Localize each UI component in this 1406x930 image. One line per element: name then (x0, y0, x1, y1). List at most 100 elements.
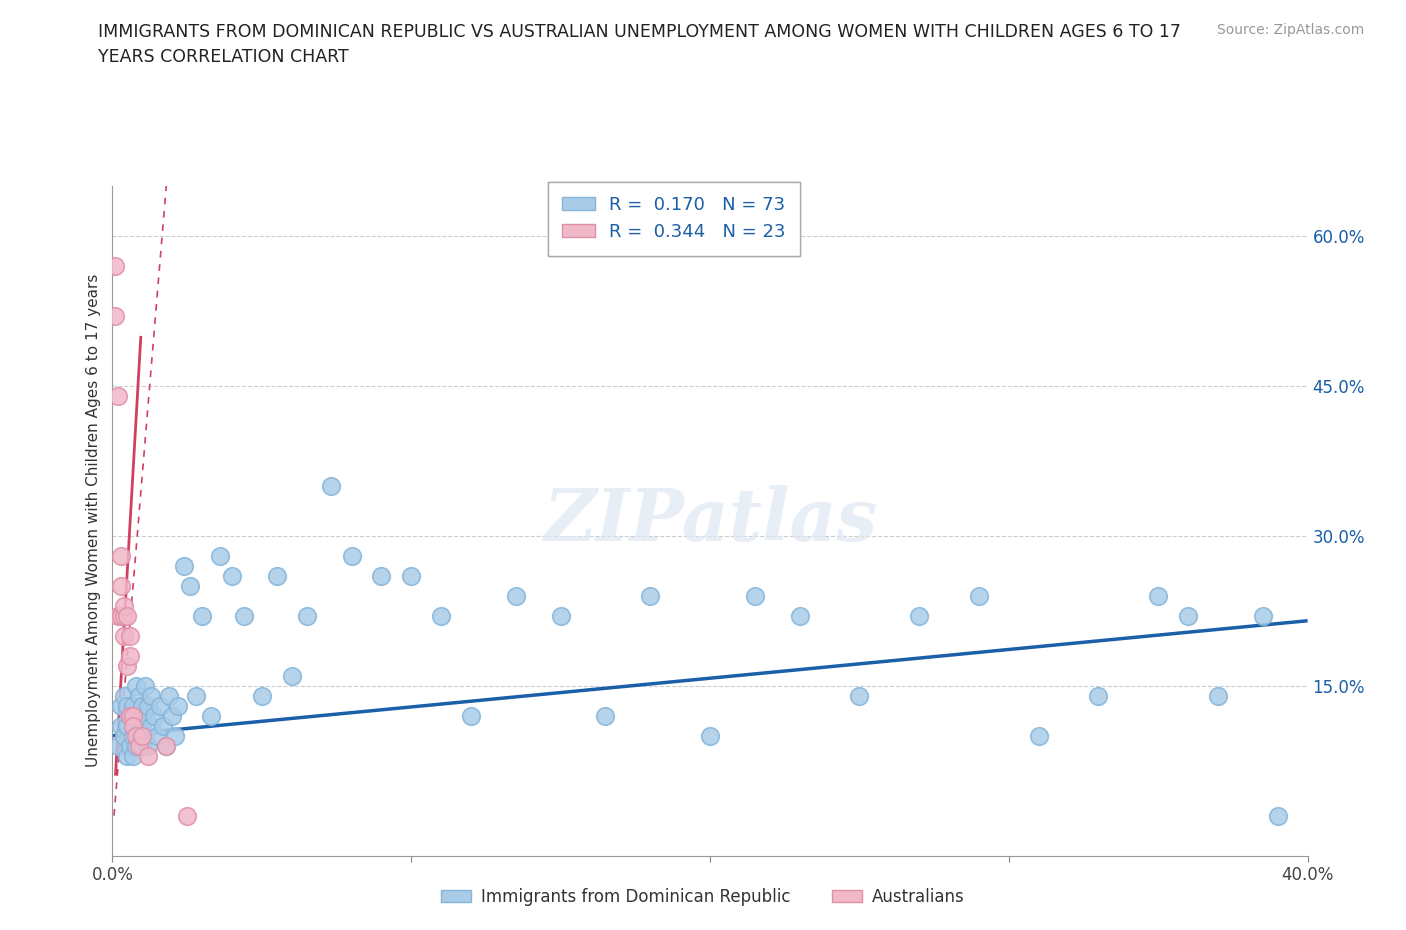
Point (122, 709, 145, 724)
Point (699, 728, 721, 743)
Point (122, 728, 145, 743)
Point (281, 669, 304, 684)
Point (173, 558, 195, 573)
Point (125, 738, 148, 753)
Point (117, 698, 139, 713)
Point (117, 718, 139, 733)
Point (460, 709, 482, 724)
Point (107, 389, 129, 404)
Point (179, 578, 201, 593)
Point (114, 608, 135, 623)
Point (146, 728, 169, 743)
Point (165, 728, 187, 743)
Point (232, 608, 256, 623)
Point (128, 738, 150, 753)
Point (1251, 608, 1274, 623)
Point (908, 608, 931, 623)
Point (120, 648, 142, 663)
Point (104, 309, 127, 324)
Point (550, 608, 572, 623)
Point (134, 709, 156, 724)
Point (134, 728, 156, 743)
Text: Source: ZipAtlas.com: Source: ZipAtlas.com (1216, 23, 1364, 37)
Point (149, 698, 172, 713)
Point (128, 709, 150, 724)
Legend: Immigrants from Dominican Republic, Australians: Immigrants from Dominican Republic, Aust… (434, 881, 972, 912)
Point (1087, 688, 1109, 703)
Point (125, 718, 148, 733)
Point (157, 688, 180, 703)
Point (117, 749, 139, 764)
Point (125, 728, 148, 743)
Point (120, 738, 142, 753)
Text: IMMIGRANTS FROM DOMINICAN REPUBLIC VS AUSTRALIAN UNEMPLOYMENT AMONG WOMEN WITH C: IMMIGRANTS FROM DOMINICAN REPUBLIC VS AU… (98, 23, 1181, 41)
Point (1177, 608, 1199, 623)
Point (122, 749, 145, 764)
Point (138, 738, 160, 753)
Point (162, 709, 183, 724)
Point (131, 738, 153, 753)
Point (120, 709, 142, 724)
Point (152, 718, 174, 733)
Point (848, 688, 870, 703)
Point (107, 738, 129, 753)
Point (110, 698, 132, 713)
Y-axis label: Unemployment Among Women with Children Ages 6 to 17 years: Unemployment Among Women with Children A… (86, 274, 101, 767)
Point (117, 658, 139, 673)
Point (131, 698, 153, 713)
Point (370, 568, 392, 583)
Point (295, 608, 318, 623)
Point (110, 718, 132, 733)
Point (1267, 808, 1289, 823)
Point (120, 709, 142, 724)
Point (114, 598, 135, 613)
Point (401, 568, 423, 583)
Point (134, 678, 156, 693)
Point (1028, 728, 1050, 743)
Point (107, 608, 129, 623)
Point (110, 608, 132, 623)
Point (104, 259, 127, 273)
Point (167, 698, 190, 713)
Point (131, 718, 153, 733)
Point (120, 629, 142, 644)
Text: ZIPatlas: ZIPatlas (543, 485, 877, 556)
Point (125, 678, 148, 693)
Point (595, 709, 617, 724)
Point (1206, 688, 1229, 703)
Point (266, 568, 288, 583)
Point (131, 728, 153, 743)
Point (114, 728, 135, 743)
Point (117, 608, 139, 623)
Point (319, 478, 342, 493)
Point (122, 718, 145, 733)
Point (138, 698, 160, 713)
Point (967, 589, 990, 604)
Point (221, 568, 243, 583)
Point (110, 578, 132, 593)
Text: YEARS CORRELATION CHART: YEARS CORRELATION CHART (98, 48, 349, 66)
Point (191, 608, 214, 623)
Point (176, 808, 198, 823)
Point (340, 549, 363, 564)
Point (250, 688, 273, 703)
Point (155, 738, 177, 753)
Point (200, 709, 222, 724)
Point (110, 549, 132, 564)
Point (128, 688, 150, 703)
Point (122, 698, 145, 713)
Point (505, 589, 527, 604)
Point (186, 688, 208, 703)
Point (138, 749, 160, 764)
Point (1147, 589, 1170, 604)
Legend: R =  0.170   N = 73, R =  0.344   N = 23: R = 0.170 N = 73, R = 0.344 N = 23 (548, 181, 800, 256)
Point (114, 629, 135, 644)
Point (141, 718, 163, 733)
Point (155, 738, 177, 753)
Point (789, 608, 811, 623)
Point (744, 589, 766, 604)
Point (141, 688, 163, 703)
Point (638, 589, 662, 604)
Point (128, 728, 150, 743)
Point (114, 688, 135, 703)
